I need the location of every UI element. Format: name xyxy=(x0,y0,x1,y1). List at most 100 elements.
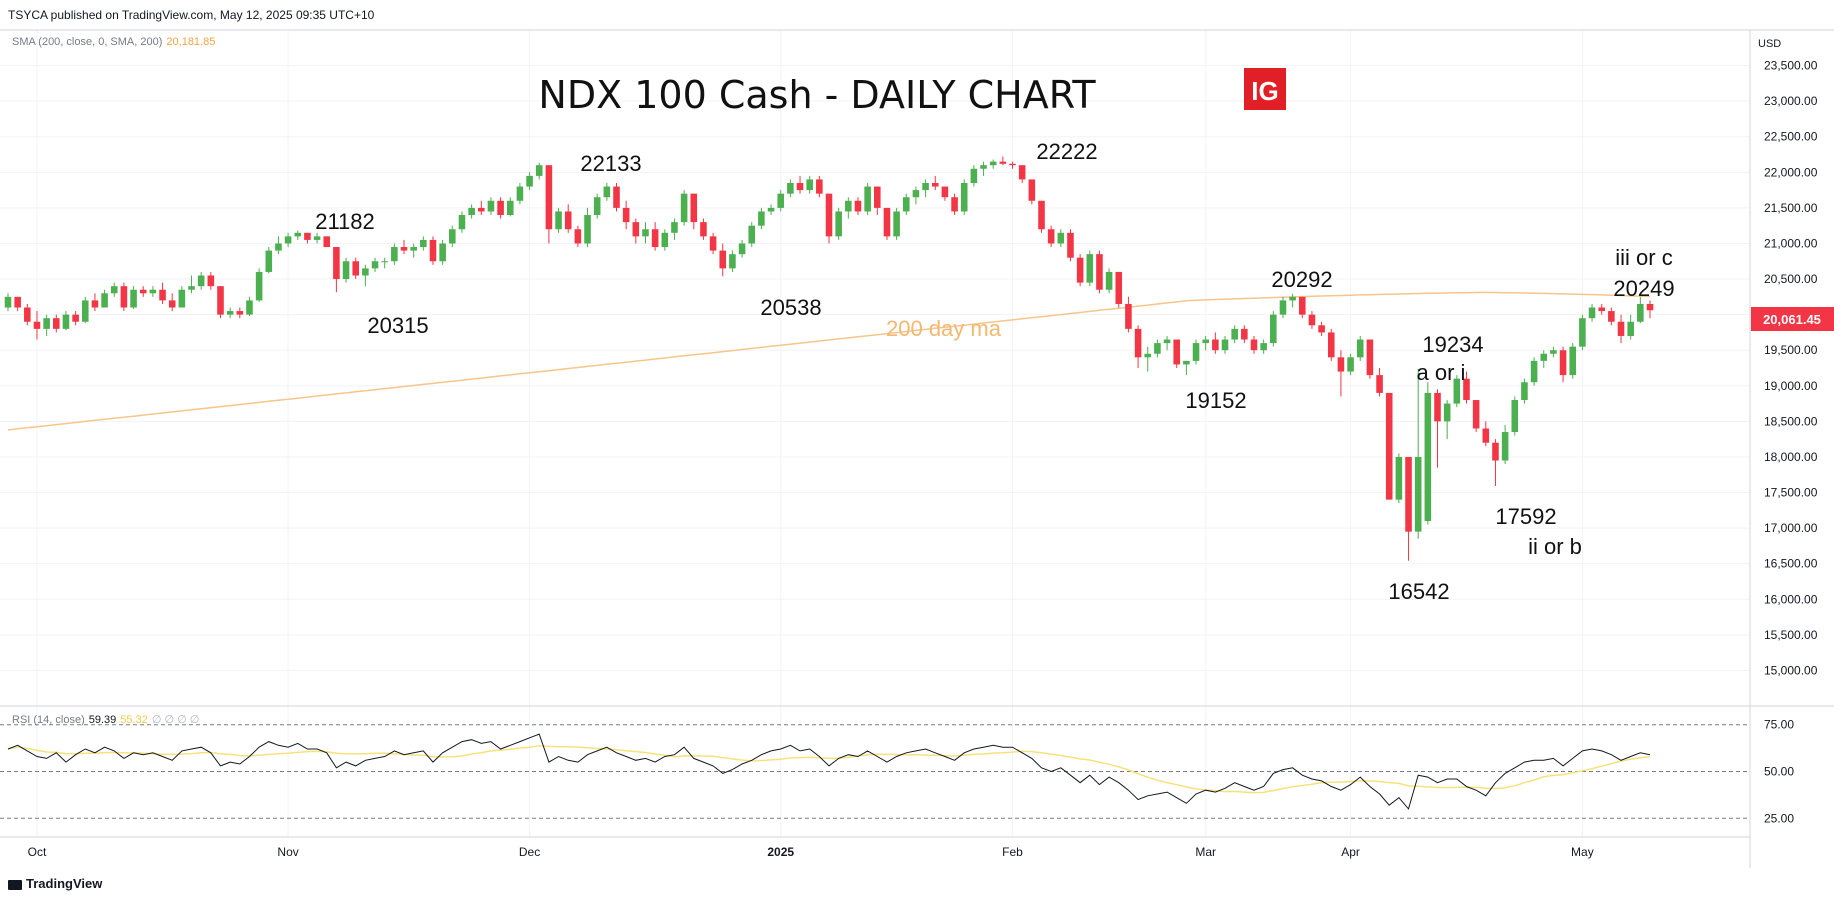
publisher-header: TSYCA published on TradingView.com, May … xyxy=(8,8,375,22)
candle xyxy=(1501,424,1509,465)
candle xyxy=(931,175,939,191)
candle xyxy=(1588,303,1596,322)
candle xyxy=(1134,325,1142,368)
candle-body xyxy=(613,186,620,208)
candle xyxy=(912,186,920,205)
candle xyxy=(893,207,900,240)
time-axis[interactable]: Oct Nov Dec 2025 Feb Mar Apr May xyxy=(28,845,1594,859)
candle-body xyxy=(1608,311,1615,322)
candle-body xyxy=(381,261,388,263)
candle-body xyxy=(246,300,253,315)
annotation-21182: 21182 xyxy=(315,209,375,234)
sma-legend[interactable]: SMA (200, close, 0, SMA, 200) 20,181.85 xyxy=(12,36,215,48)
candle xyxy=(72,311,79,326)
candle xyxy=(1376,368,1383,397)
candle xyxy=(758,207,765,230)
candle xyxy=(970,165,978,187)
candle xyxy=(874,186,881,216)
candle-body xyxy=(854,200,862,212)
candle xyxy=(816,175,823,198)
y-tick-label: 16,000.00 xyxy=(1764,592,1818,606)
candle-body xyxy=(1646,303,1654,311)
candle-body xyxy=(506,200,514,216)
candle xyxy=(1366,339,1374,379)
rsi-legend[interactable]: RSI (14, close) 59.39 55.32 ∅ ∅ ∅ ∅ xyxy=(12,713,199,726)
candle-body xyxy=(1588,307,1596,319)
price-axis[interactable]: 15,000.00 15,500.00 16,000.00 16,500.00 17,0… xyxy=(1764,59,1818,678)
candle xyxy=(564,204,572,233)
candle-body xyxy=(1637,303,1644,322)
candle xyxy=(980,161,987,176)
candle-body xyxy=(1298,296,1306,315)
y-tick-label: 17,500.00 xyxy=(1764,486,1818,500)
candle xyxy=(81,296,89,324)
candle xyxy=(1038,200,1045,233)
candle xyxy=(864,182,871,216)
chart-title: NDX 100 Cash - DAILY CHART xyxy=(538,73,1096,117)
y-tick-label: 21,500.00 xyxy=(1764,201,1818,215)
candle-body xyxy=(748,225,756,244)
y-tick-label: 22,500.00 xyxy=(1764,130,1818,144)
candle xyxy=(497,197,504,219)
candle xyxy=(265,247,273,274)
candle-body xyxy=(1125,303,1132,329)
candle xyxy=(545,165,553,244)
candle-body xyxy=(796,182,804,191)
candle xyxy=(845,197,852,219)
candle xyxy=(1414,369,1422,539)
candle-body xyxy=(912,190,920,198)
candle-body xyxy=(1115,271,1123,304)
tradingview-footer[interactable]: TradingView xyxy=(8,876,102,891)
candle xyxy=(439,239,446,265)
candle xyxy=(130,286,137,309)
candle xyxy=(1579,314,1586,351)
candle-body xyxy=(700,222,707,237)
candle-body xyxy=(1028,179,1036,201)
candle-body xyxy=(622,207,630,223)
y-tick-label: 18,000.00 xyxy=(1764,450,1818,464)
annotations: 21182 20315 22133 20538 22222 20292 1915… xyxy=(315,139,1674,604)
candle-body xyxy=(555,211,562,230)
candle xyxy=(1289,293,1296,308)
candle-body xyxy=(835,211,842,237)
candle-body xyxy=(468,207,475,216)
candle xyxy=(139,286,147,297)
candle xyxy=(1511,396,1519,436)
candle xyxy=(1144,346,1152,372)
x-tick-label: May xyxy=(1571,845,1594,859)
candle xyxy=(62,311,70,331)
candle-body xyxy=(941,186,949,198)
candle-body xyxy=(410,247,417,251)
candle xyxy=(719,243,727,277)
candle-body xyxy=(1540,353,1548,361)
candle-body xyxy=(1434,392,1441,422)
candle-body xyxy=(1395,456,1403,500)
x-tick-label: Dec xyxy=(519,845,540,859)
candle-body xyxy=(1231,328,1238,340)
candle-body xyxy=(864,186,871,212)
candle xyxy=(642,222,649,244)
candle xyxy=(178,286,186,308)
candle xyxy=(352,257,360,280)
candle xyxy=(806,175,813,194)
candle-body xyxy=(883,207,891,237)
candle xyxy=(333,247,340,293)
candle xyxy=(149,286,157,297)
candle xyxy=(584,207,591,248)
candle-body xyxy=(226,311,234,315)
svg-text:IG: IG xyxy=(1251,76,1278,106)
candle-body xyxy=(1047,229,1055,244)
candle xyxy=(1608,307,1615,326)
candle-body xyxy=(110,286,118,294)
candle-body xyxy=(603,186,611,198)
candle xyxy=(796,175,804,194)
candle-body xyxy=(130,289,137,308)
candle xyxy=(487,197,495,216)
candle xyxy=(1115,271,1123,308)
candle xyxy=(951,193,958,216)
candle xyxy=(1327,328,1335,361)
candle xyxy=(883,207,891,240)
candle-body xyxy=(680,193,688,223)
candle-body xyxy=(120,286,128,308)
candle xyxy=(304,232,311,244)
